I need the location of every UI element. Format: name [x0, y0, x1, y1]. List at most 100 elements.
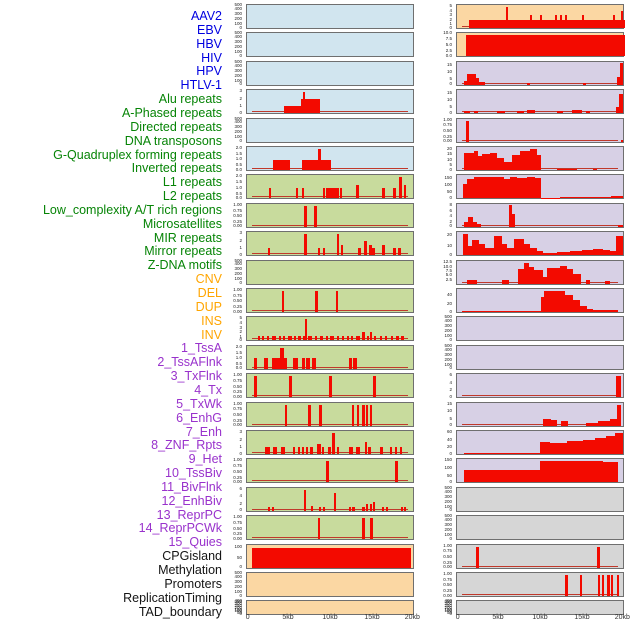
histogram-bar: [351, 404, 355, 426]
track-panel-alu-repeats: [246, 174, 414, 200]
y-tick-label: 0.75: [233, 292, 242, 298]
y-tick-label: 1.00: [233, 201, 242, 207]
y-tick-label: 15: [446, 400, 452, 406]
histogram-bar: [466, 120, 469, 142]
track-panel-l2-repeats: [246, 373, 414, 399]
histogram-bar: [589, 461, 604, 483]
y-tick-label: 1: [239, 245, 242, 251]
y-tick-label: 6: [449, 372, 452, 378]
y-tick-label: 150: [444, 457, 452, 463]
y-tick-label: 100: [234, 588, 242, 594]
track-label-z-dna-motifs: Z-DNA motifs: [147, 258, 222, 273]
y-tick-label: 1: [239, 333, 242, 339]
y-tick-label: 300: [234, 600, 242, 606]
histogram-bar: [305, 447, 309, 454]
y-tick-label: 100: [444, 531, 452, 537]
histogram-bar: [393, 248, 396, 256]
y-tick-label: 0.00: [443, 138, 452, 144]
histogram-bar: [466, 34, 625, 57]
histogram-bar: [395, 461, 399, 483]
x-axis-left: 0 5kb 10kb 15kb 20kb: [246, 613, 420, 624]
y-tick-label: 1.5: [235, 150, 242, 156]
histogram-bar: [366, 336, 369, 341]
y-tick-label: 500: [444, 314, 452, 320]
track-panel-2-tssaflnk: [456, 89, 624, 115]
y-tick-label: 150: [444, 606, 452, 612]
y-tick-label: 500: [234, 2, 242, 7]
y-tick-label: 6: [239, 485, 242, 491]
histogram-bar: [473, 110, 479, 114]
x-tick-label: 10kb: [322, 614, 338, 621]
histogram-bar: [540, 15, 543, 28]
histogram-bar: [501, 279, 509, 284]
y-axis-ticks-aav2: 500 400 300 200 100 0: [224, 2, 244, 30]
y-axis-ticks-dna-transposons: 500 400 300 200 100 0: [224, 258, 244, 285]
histogram-bar: [336, 336, 339, 341]
track-panel-directed-repeats: [246, 231, 414, 257]
histogram-bar: [490, 153, 497, 170]
y-axis-ticks-4-tx: 20 15 10 5 0: [434, 146, 454, 172]
histogram-bar: [253, 358, 257, 369]
y-tick-label: 0: [449, 308, 452, 314]
y-tick-label: 0.50: [233, 298, 242, 304]
y-tick-label: 0.25: [443, 559, 452, 565]
histogram-bar: [597, 546, 601, 568]
y-tick-label: 500: [234, 30, 242, 36]
y-tick-label: 4: [449, 379, 452, 385]
histogram-bar: [526, 310, 541, 312]
track-panel-replicationtiming: [456, 572, 624, 597]
histogram-bar: [473, 221, 477, 227]
y-tick-label: 20: [446, 300, 452, 306]
y-tick-label: 0: [449, 223, 452, 229]
histogram-bar: [310, 447, 313, 454]
y-axis-ticks-3-txflnk: 1.00 0.75 0.50 0.25 0.00: [434, 117, 454, 144]
track-label-aav2: AAV2: [190, 9, 222, 23]
y-tick-label: 0.0: [235, 166, 242, 172]
histogram-bar: [369, 404, 373, 426]
y-tick-label: 5: [449, 104, 452, 110]
histogram-bar: [461, 311, 528, 312]
y-tick-label: 5: [449, 162, 452, 168]
histogram-bar: [265, 447, 271, 454]
y-tick-label: 300: [444, 521, 452, 527]
y-tick-label: 1.0: [235, 184, 242, 190]
y-tick-label: 100: [444, 465, 452, 471]
histogram-bar: [559, 197, 582, 199]
histogram-bar: [317, 518, 321, 540]
y-tick-label: 350: [444, 599, 452, 605]
histogram-bar: [362, 507, 365, 511]
histogram-bar: [301, 358, 306, 369]
histogram-bar: [556, 168, 577, 170]
y-tick-label: 3: [449, 12, 452, 18]
histogram-bar: [349, 447, 354, 454]
baseline-trace: [251, 111, 408, 113]
y-tick-label: 100: [444, 333, 452, 339]
y-tick-label: 0: [449, 393, 452, 399]
track-panel-8-znf-rpts: [456, 259, 624, 285]
y-tick-label: 2: [449, 219, 452, 225]
track-panel-dna-transposons: [246, 259, 414, 285]
y-tick-label: 0: [239, 24, 242, 30]
y-tick-label: 2.5: [445, 48, 452, 54]
histogram-bar: [564, 295, 574, 312]
histogram-bar: [355, 336, 360, 341]
y-tick-label: 7.5: [445, 268, 452, 273]
track-label-dup: DUP: [195, 299, 222, 314]
track-label-13-reprpc: 13_ReprPC: [156, 507, 222, 522]
y-tick-label: 400: [444, 346, 452, 352]
y-tick-label: 2: [239, 95, 242, 101]
y-tick-label: 10: [446, 242, 452, 248]
histogram-bar: [390, 336, 393, 341]
histogram-bar: [334, 493, 337, 511]
y-tick-label: 50: [446, 610, 452, 616]
y-tick-label: 0.0: [235, 194, 242, 200]
histogram-bar: [526, 110, 536, 114]
histogram-bar: [523, 243, 531, 256]
histogram-bar: [618, 224, 624, 227]
y-tick-label: 5: [449, 75, 452, 81]
histogram-bar: [280, 347, 284, 369]
histogram-bar: [382, 507, 385, 511]
y-tick-label: 400: [234, 261, 242, 267]
